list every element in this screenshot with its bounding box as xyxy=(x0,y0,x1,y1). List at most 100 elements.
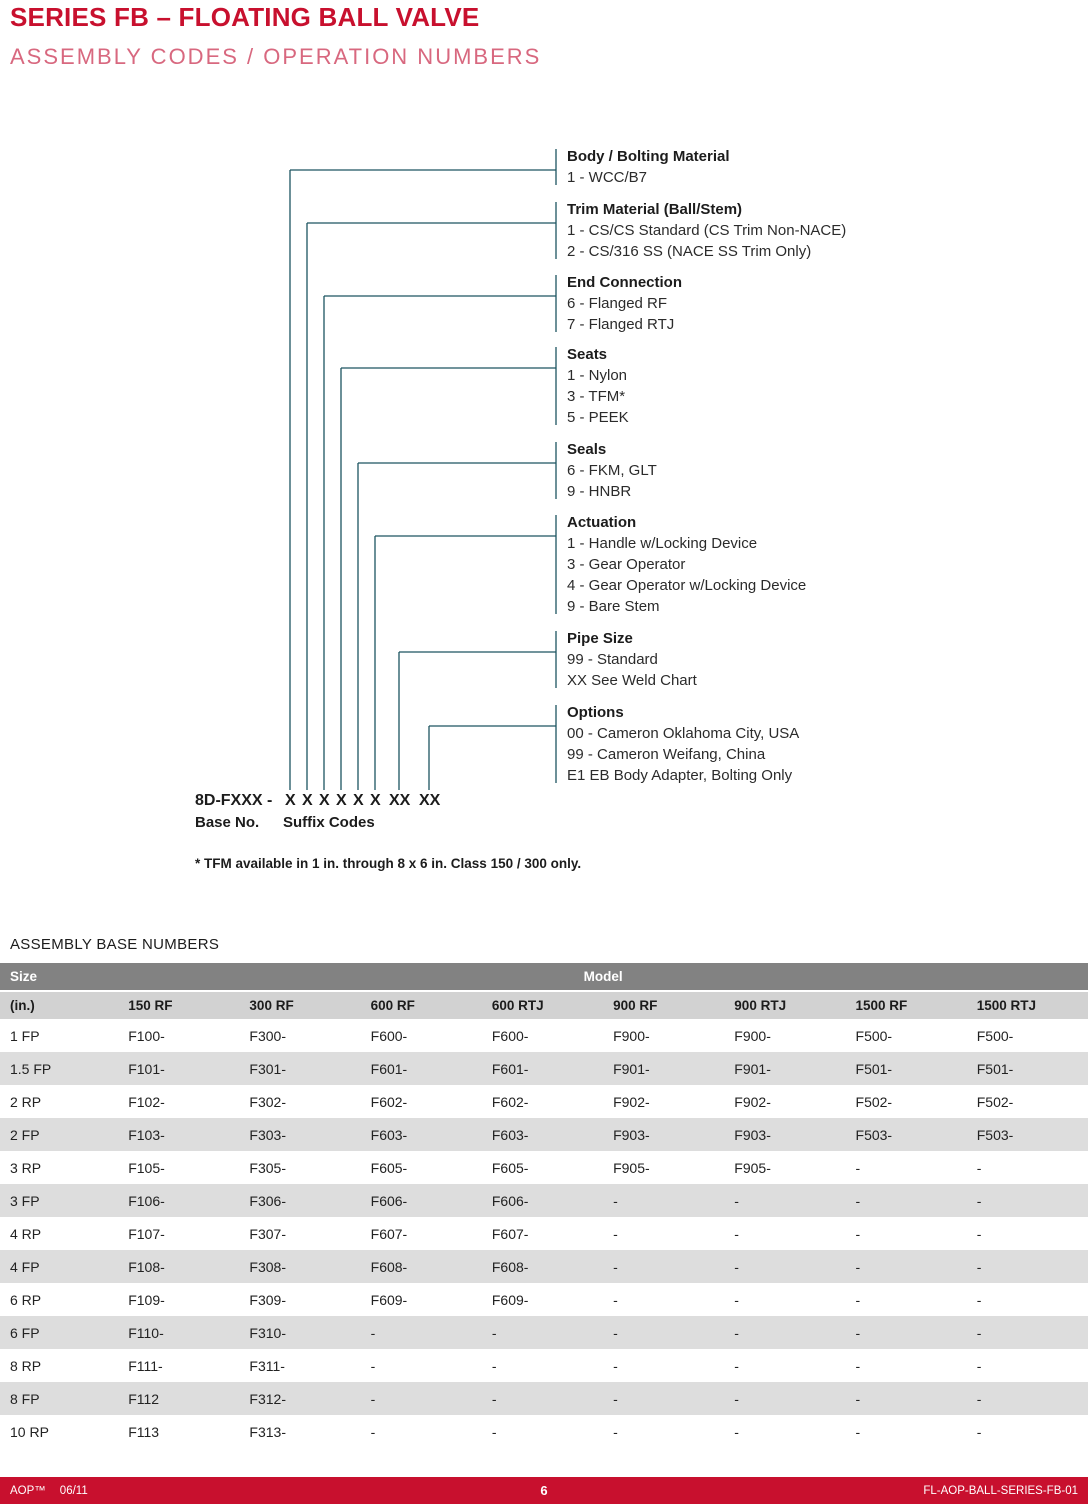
suffix-code-x: X xyxy=(285,792,296,809)
base-number-cell: F902- xyxy=(734,1093,771,1110)
code-group-body-bolting-material: Body / Bolting Material 1 - WCC/B7 xyxy=(567,146,730,188)
base-number-cell: F300- xyxy=(249,1027,286,1044)
base-number-cell: F607- xyxy=(370,1225,408,1242)
group-item: XX See Weld Chart xyxy=(567,672,697,689)
base-number-cell: F101- xyxy=(128,1060,165,1077)
group-heading: End Connection xyxy=(567,274,682,291)
assembly-code-diagram: Body / Bolting Material 1 - WCC/B7 Trim … xyxy=(0,128,1088,888)
base-number-cell: F600- xyxy=(370,1027,408,1044)
base-number-cell: - xyxy=(855,1192,861,1209)
base-number-cell: F109- xyxy=(128,1291,165,1308)
size-cell: 3 FP xyxy=(10,1192,40,1209)
suffix-code-x: X xyxy=(353,792,364,809)
table-row: 6 FP F110- F310- - - - - - - xyxy=(0,1316,1088,1349)
size-cell: 8 FP xyxy=(10,1390,40,1407)
base-number-cell: - xyxy=(613,1357,618,1374)
size-cell: 1.5 FP xyxy=(10,1060,52,1077)
suffix-code-x: X xyxy=(319,792,330,809)
group-item: 1 - Nylon xyxy=(567,367,628,384)
base-number-cell: - xyxy=(491,1324,497,1341)
base-number-cell: F105- xyxy=(128,1159,165,1176)
base-number-cell: F905- xyxy=(734,1159,771,1176)
group-item: 6 - Flanged RF xyxy=(567,295,668,312)
base-number-cell: F302- xyxy=(249,1093,286,1110)
base-number-code: 8D-FXXX - xyxy=(195,792,273,809)
base-number-cell: - xyxy=(734,1423,739,1440)
base-number-cell: - xyxy=(370,1324,376,1341)
base-number-cell: F601- xyxy=(370,1060,408,1077)
base-number-cell: F602- xyxy=(491,1093,529,1110)
base-number-cell: - xyxy=(370,1390,376,1407)
group-item: 99 - Cameron Weifang, China xyxy=(567,746,766,763)
base-number-cell: - xyxy=(855,1357,861,1374)
base-number-cell: - xyxy=(613,1390,618,1407)
col-header-in: (in.) xyxy=(0,991,119,1019)
code-group-seats: Seats 1 - Nylon 3 - TFM* 5 - PEEK xyxy=(567,344,629,428)
base-number-cell: - xyxy=(734,1291,739,1308)
code-group-pipe-size: Pipe Size 99 - Standard XX See Weld Char… xyxy=(567,628,697,691)
base-number-cell: F605- xyxy=(491,1159,529,1176)
base-number-cell: - xyxy=(976,1258,982,1275)
base-number-cell: F608- xyxy=(491,1258,529,1275)
code-group-end-connection: End Connection 6 - Flanged RF 7 - Flange… xyxy=(567,272,682,335)
col-header-1500rf: 1500 RF xyxy=(845,991,967,1019)
base-number-cell: F309- xyxy=(249,1291,286,1308)
base-number-cell: F609- xyxy=(370,1291,408,1308)
size-cell: 6 RP xyxy=(10,1291,42,1308)
code-group-seals: Seals 6 - FKM, GLT 9 - HNBR xyxy=(567,439,657,502)
code-group-trim-material: Trim Material (Ball/Stem) 1 - CS/CS Stan… xyxy=(567,199,846,262)
group-item: 1 - WCC/B7 xyxy=(567,169,648,186)
base-number-cell: F100- xyxy=(128,1027,165,1044)
table-row: 3 FP F106- F306- F606- F606- - - - - xyxy=(0,1184,1088,1217)
page-header: SERIES FB – FLOATING BALL VALVE ASSEMBLY… xyxy=(0,0,1088,70)
base-number-cell: - xyxy=(976,1390,982,1407)
base-number-cell: F606- xyxy=(370,1192,408,1209)
base-number-cell: - xyxy=(855,1291,861,1308)
base-number-cell: F603- xyxy=(491,1126,529,1143)
table-row: 8 RP F111- F311- - - - - - - xyxy=(0,1349,1088,1382)
assembly-base-numbers-section: ASSEMBLY BASE NUMBERS Size Model (in.) 1… xyxy=(0,936,1088,1448)
table-row: 2 FP F103- F303- F603- F603- F903- F903- F503- F… xyxy=(0,1118,1088,1151)
suffix-code-x: X xyxy=(336,792,347,809)
base-number-cell: F108- xyxy=(128,1258,165,1275)
base-number-cell: F113 xyxy=(128,1423,160,1440)
base-number-cell: - xyxy=(734,1192,739,1209)
page-subtitle: ASSEMBLY CODES / OPERATION NUMBERS xyxy=(10,44,542,69)
footer-left: AOP™ 06/11 xyxy=(0,1485,524,1497)
base-number-cell: - xyxy=(976,1423,982,1440)
base-number-cell: F312- xyxy=(249,1390,286,1407)
base-number-cell: - xyxy=(976,1159,982,1176)
connector-lines xyxy=(289,149,557,790)
base-number-cell: F602- xyxy=(370,1093,408,1110)
table-column-header-row: (in.) 150 RF 300 RF 600 RF 600 RTJ 900 R… xyxy=(0,991,1088,1019)
table-row: 10 RP F113 F313- - - - - - - xyxy=(0,1415,1088,1448)
base-number-cell: F102- xyxy=(128,1093,165,1110)
base-number-cell: - xyxy=(613,1258,618,1275)
base-number-cell: - xyxy=(855,1423,861,1440)
base-number-cell: - xyxy=(734,1357,739,1374)
base-number-cell: F111- xyxy=(128,1357,163,1374)
table-row: 3 RP F105- F305- F605- F605- F905- F905- - - xyxy=(0,1151,1088,1184)
base-number-cell: F112 xyxy=(128,1390,160,1407)
base-number-cell: F608- xyxy=(370,1258,408,1275)
group-item: 1 - CS/CS Standard (CS Trim Non-NACE) xyxy=(567,222,847,239)
group-heading: Options xyxy=(567,704,624,721)
base-number-cell: - xyxy=(734,1258,739,1275)
group-item: 9 - HNBR xyxy=(567,483,632,500)
base-number-cell: - xyxy=(613,1225,618,1242)
table-row: 1.5 FP F101- F301- F601- F601- F901- F901- F501… xyxy=(0,1052,1088,1085)
group-heading: Seats xyxy=(567,346,608,363)
header-size: Size xyxy=(0,963,119,992)
size-cell: 8 RP xyxy=(10,1357,42,1374)
group-item: 2 - CS/316 SS (NACE SS Trim Only) xyxy=(567,243,812,260)
base-number-cell: - xyxy=(855,1258,861,1275)
table-group-header-row: Size Model xyxy=(0,963,1088,992)
footer-date: 06/11 xyxy=(59,1484,88,1497)
base-number-cell: F103- xyxy=(128,1126,165,1143)
size-cell: 4 RP xyxy=(10,1225,42,1242)
base-number-cell: - xyxy=(976,1192,982,1209)
table-row: 8 FP F112 F312- - - - - - - xyxy=(0,1382,1088,1415)
footer-brand: AOP™ xyxy=(10,1484,46,1497)
base-number-cell: F305- xyxy=(249,1159,286,1176)
